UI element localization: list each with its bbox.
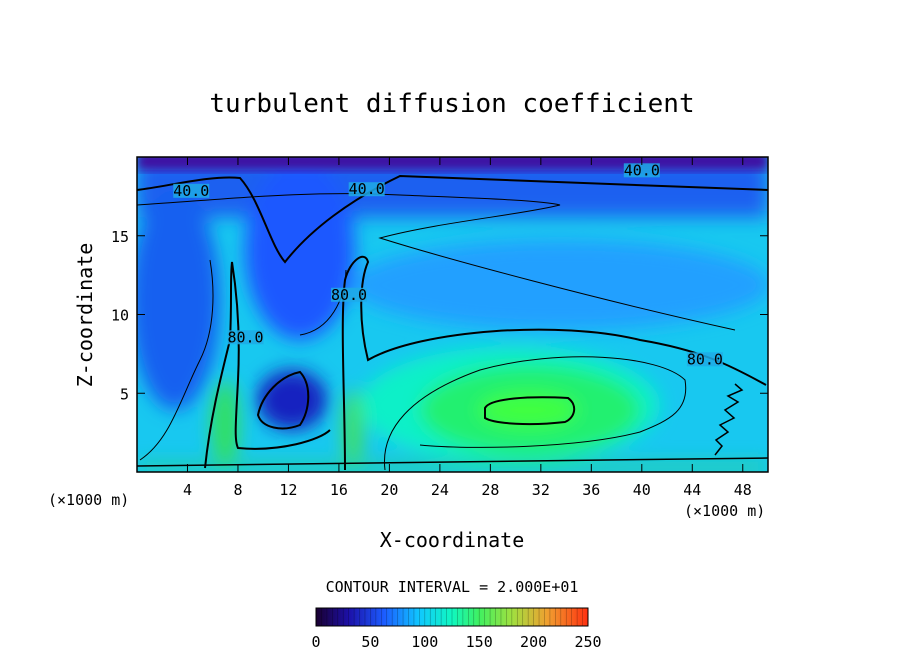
y-axis-title: Z-coordinate — [73, 243, 97, 388]
contour-label: 40.0 — [173, 182, 209, 200]
contour-80-center — [341, 255, 767, 471]
contour-thin-4 — [299, 269, 347, 336]
x-tick-label: 48 — [734, 481, 752, 499]
contour-closed-min — [256, 370, 310, 430]
colorbar-tick-label: 100 — [411, 633, 438, 651]
x-tick-label: 36 — [582, 481, 600, 499]
x-unit-left: (×1000 m) — [48, 491, 129, 509]
contour-closed-max — [484, 396, 576, 426]
x-axis: 4 8 12 16 20 24 28 32 36 40 44 48 — [183, 157, 752, 499]
colorbar-tick-label: 150 — [466, 633, 493, 651]
x-tick-label: 24 — [431, 481, 449, 499]
contour-label-bg — [173, 183, 210, 198]
top-layer — [137, 157, 768, 170]
contour-40-top — [137, 174, 768, 264]
x-tick-label: 40 — [633, 481, 651, 499]
contour-label: 80.0 — [687, 350, 723, 368]
contour-label: 80.0 — [227, 328, 263, 346]
contour-lines — [137, 174, 768, 471]
x-tick-label: 8 — [233, 481, 242, 499]
x-tick-label: 32 — [532, 481, 550, 499]
x-tick-label: 44 — [683, 481, 701, 499]
contour-label: 40.0 — [349, 180, 385, 198]
colorbar-tick-label: 250 — [574, 633, 601, 651]
colorbar-ticks: 0 50 100 150 200 250 — [311, 633, 601, 651]
contour-label-bg — [331, 287, 368, 302]
colorbar-fill — [315, 607, 589, 627]
x-tick-label: 12 — [279, 481, 297, 499]
contour-thin-1 — [137, 193, 736, 331]
contour-80-left — [204, 261, 331, 469]
colorbar: 0 50 100 150 200 250 — [311, 607, 602, 651]
colorbar-tick-label: 0 — [311, 633, 320, 651]
plot-area — [137, 157, 768, 472]
colorbar-tick-label: 50 — [361, 633, 379, 651]
contour-thin-3 — [139, 259, 214, 461]
x-tick-label: 28 — [481, 481, 499, 499]
contour-bottom — [137, 457, 768, 467]
contour-label: 40.0 — [624, 161, 660, 179]
y-tick-label: 10 — [111, 307, 129, 325]
contour-label-bg — [623, 163, 660, 178]
contour-label-bg — [227, 330, 264, 345]
contour-label-bg — [348, 182, 385, 197]
contour-label-bg — [686, 352, 723, 367]
colorbar-stripes — [315, 608, 589, 626]
x-unit-right: (×1000 m) — [684, 502, 765, 520]
x-axis-title: X-coordinate — [380, 528, 525, 552]
y-tick-label: 5 — [120, 385, 129, 403]
chart-title: turbulent diffusion coefficient — [209, 89, 694, 119]
contour-thin-2 — [383, 356, 687, 471]
x-tick-label: 20 — [380, 481, 398, 499]
y-tick-label: 15 — [111, 228, 129, 246]
y-axis: 5 10 15 — [111, 228, 768, 403]
contour-wiggle-right — [714, 383, 744, 456]
contour-interval-label: CONTOUR INTERVAL = 2.000E+01 — [326, 578, 579, 596]
colorbar-tick-label: 200 — [520, 633, 547, 651]
contour-label-layer: 40.0 40.0 40.0 80.0 80.0 80.0 — [173, 161, 723, 368]
x-tick-label: 4 — [183, 481, 192, 499]
x-tick-label: 16 — [330, 481, 348, 499]
contour-label: 80.0 — [331, 286, 367, 304]
